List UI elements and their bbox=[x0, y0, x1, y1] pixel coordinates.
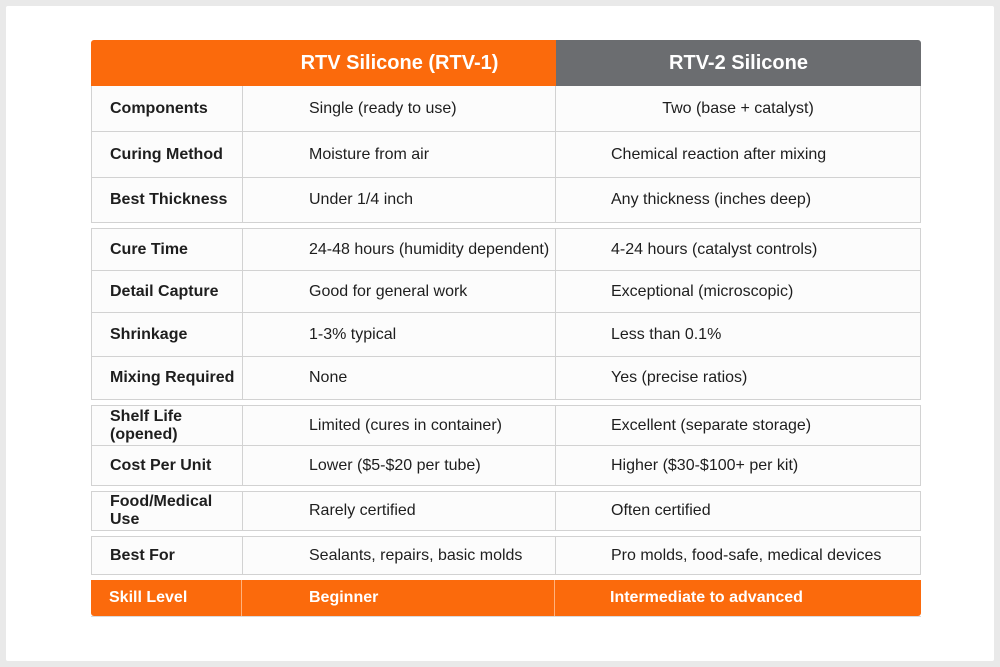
group-gap bbox=[91, 400, 921, 405]
rtv1-value: Good for general work bbox=[243, 271, 556, 312]
divider bbox=[91, 616, 921, 617]
table-row: Cost Per Unit Lower ($5-$20 per tube) Hi… bbox=[91, 446, 921, 486]
row-label: Shrinkage bbox=[92, 313, 243, 356]
rtv1-value: 24-48 hours (humidity dependent) bbox=[243, 229, 556, 270]
rtv2-value: Often certified bbox=[611, 502, 711, 519]
rtv1-value: None bbox=[243, 357, 556, 399]
row-label: Best For bbox=[92, 537, 243, 574]
row-label: Curing Method bbox=[92, 132, 243, 177]
row-label: Cost Per Unit bbox=[92, 446, 243, 485]
comparison-table: RTV Silicone (RTV-1) RTV-2 Silicone Comp… bbox=[91, 40, 921, 616]
rtv2-value: Less than 0.1% bbox=[611, 325, 722, 343]
rtv2-value: Excellent (separate storage) bbox=[611, 416, 812, 434]
rtv2-value: Chemical reaction after mixing bbox=[611, 145, 827, 163]
table-row-highlight: Skill Level Beginner Intermediate to adv… bbox=[91, 580, 921, 616]
table-row: Shelf Life (opened) Limited (cures in co… bbox=[91, 405, 921, 446]
rtv1-value: Single (ready to use) bbox=[243, 86, 556, 131]
rtv1-value: Limited (cures in container) bbox=[243, 406, 556, 445]
rtv1-value: Under 1/4 inch bbox=[243, 178, 556, 222]
rtv1-value: Beginner bbox=[242, 580, 555, 616]
table-row: Detail Capture Good for general work Exc… bbox=[91, 271, 921, 313]
rtv2-value: Exceptional (microscopic) bbox=[611, 282, 794, 300]
group-gap bbox=[91, 575, 921, 580]
table-row: Food/Medical Use Rarely certified Often … bbox=[91, 491, 921, 531]
rtv1-value: 1-3% typical bbox=[243, 313, 556, 356]
rtv2-value: Yes (precise ratios) bbox=[611, 369, 748, 386]
row-label: Shelf Life (opened) bbox=[92, 406, 243, 445]
group-gap bbox=[91, 486, 921, 491]
rtv2-value: 4-24 hours (catalyst controls) bbox=[611, 240, 818, 258]
rtv1-value: Lower ($5-$20 per tube) bbox=[243, 446, 556, 485]
row-label: Cure Time bbox=[92, 229, 243, 270]
comparison-card: RTV Silicone (RTV-1) RTV-2 Silicone Comp… bbox=[6, 6, 994, 661]
row-label: Food/Medical Use bbox=[92, 492, 243, 530]
table-row: Best Thickness Under 1/4 inch Any thickn… bbox=[91, 178, 921, 223]
row-label: Skill Level bbox=[91, 580, 242, 616]
table-row: Mixing Required None Yes (precise ratios… bbox=[91, 357, 921, 400]
rtv1-value: Sealants, repairs, basic molds bbox=[243, 537, 556, 574]
rtv1-value: Rarely certified bbox=[243, 492, 556, 530]
table-row: Curing Method Moisture from air Chemical… bbox=[91, 132, 921, 178]
table-header: RTV Silicone (RTV-1) RTV-2 Silicone bbox=[91, 40, 921, 86]
rtv2-value: Higher ($30-$100+ per kit) bbox=[611, 456, 799, 474]
header-rtv1: RTV Silicone (RTV-1) bbox=[243, 40, 556, 86]
group-gap bbox=[91, 223, 921, 228]
rtv2-value: Intermediate to advanced bbox=[610, 589, 803, 606]
rtv2-value: Two (base + catalyst) bbox=[662, 99, 814, 117]
header-corner-cell bbox=[91, 40, 243, 86]
table-row: Shrinkage 1-3% typical Less than 0.1% bbox=[91, 313, 921, 357]
rtv2-value: Pro molds, food-safe, medical devices bbox=[611, 546, 882, 564]
row-label: Best Thickness bbox=[92, 178, 243, 222]
header-rtv2: RTV-2 Silicone bbox=[556, 40, 921, 86]
rtv1-value: Moisture from air bbox=[243, 132, 556, 177]
row-label: Detail Capture bbox=[92, 271, 243, 312]
table-row: Cure Time 24-48 hours (humidity dependen… bbox=[91, 228, 921, 271]
rtv2-value: Any thickness (inches deep) bbox=[611, 191, 812, 208]
table-row: Components Single (ready to use) Two (ba… bbox=[91, 86, 921, 132]
group-gap bbox=[91, 531, 921, 536]
row-label: Components bbox=[92, 86, 243, 131]
table-row: Best For Sealants, repairs, basic molds … bbox=[91, 536, 921, 575]
row-label: Mixing Required bbox=[92, 357, 243, 399]
